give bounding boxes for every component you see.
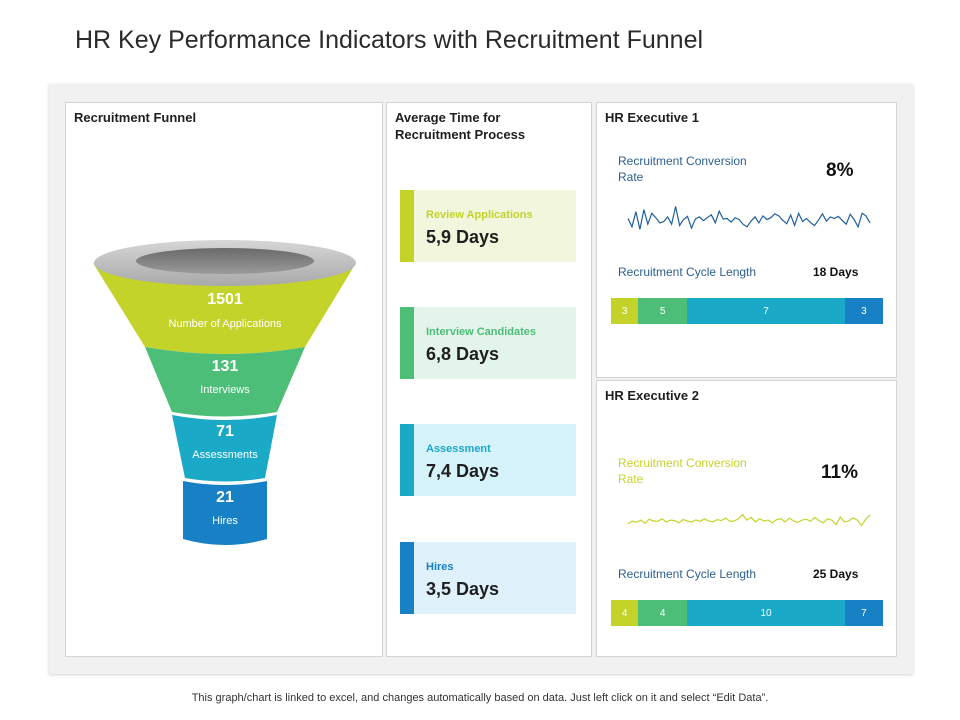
funnel-stage-4-label: Hires <box>212 515 238 527</box>
exec2-panel: HR Executive 2 Recruitment Conversion Ra… <box>596 380 897 657</box>
exec2-cycle-bar: 4 4 10 7 <box>611 600 883 626</box>
avg-time-card-review: Review Applications 5,9 Days <box>400 190 576 262</box>
funnel-stage-hires <box>183 481 267 545</box>
funnel-stage-4-text: 21 Hires <box>125 489 325 527</box>
card-value: 5,9 Days <box>426 227 500 247</box>
avg-time-title: Average Time for Recruitment Process <box>395 109 525 143</box>
funnel-stage-assessments <box>172 415 277 482</box>
card-accent-bar <box>400 424 414 496</box>
funnel-opening <box>136 248 314 274</box>
exec1-cycle-segment-1: 3 <box>611 298 639 324</box>
exec1-conversion-value: 8% <box>826 160 854 181</box>
exec1-conversion-label-line2: Rate <box>618 170 644 184</box>
footer-note: This graph/chart is linked to excel, and… <box>191 692 769 704</box>
funnel-stage-2-value: 131 <box>211 358 239 375</box>
avg-time-card-assessment: Assessment 7,4 Days <box>400 424 576 496</box>
funnel-stage-2-label: Interviews <box>200 384 250 396</box>
exec2-conversion-label-line2: Rate <box>618 472 644 486</box>
funnel-stage-1-text: 1501 Number of Applications <box>125 291 325 330</box>
card-accent-bar <box>400 542 414 614</box>
exec2-cycle-segment-1: 4 <box>611 600 639 626</box>
dashboard-board: Recruitment Funnel 1501 <box>49 84 913 674</box>
exec1-conversion-label-line1: Recruitment Conversion <box>618 154 747 168</box>
funnel-stage-4-value: 21 <box>216 489 234 506</box>
exec2-conversion-label: Recruitment Conversion Rate <box>618 455 747 487</box>
exec2-cycle-segment-2: 4 <box>638 600 688 626</box>
funnel-stage-3-text: 71 Assessments <box>125 423 325 461</box>
exec2-cycle-segment-3: 10 <box>687 600 845 626</box>
exec2-conversion-label-line1: Recruitment Conversion <box>618 456 747 470</box>
funnel-stage-applications <box>93 263 356 354</box>
card-accent-bar <box>400 307 414 379</box>
avg-time-card-hires: Hires 3,5 Days <box>400 542 576 614</box>
exec1-cycle-label: Recruitment Cycle Length <box>618 265 757 279</box>
avg-time-title-line1: Average Time for <box>395 110 501 125</box>
exec2-title: HR Executive 2 <box>605 388 699 403</box>
funnel-title: Recruitment Funnel <box>74 110 197 125</box>
avg-time-card-interview: Interview Candidates 6,8 Days <box>400 307 576 379</box>
exec2-cycle-value: 25 Days <box>813 567 859 581</box>
funnel-stage-3-label: Assessments <box>192 449 258 461</box>
exec2-conversion-series-line <box>627 513 871 527</box>
exec1-cycle-segment-2: 5 <box>638 298 688 324</box>
exec1-conversion-label: Recruitment Conversion Rate <box>618 153 747 185</box>
funnel-stage-1-label: Number of Applications <box>168 318 282 330</box>
funnel-stage-interviews <box>145 347 305 417</box>
avg-time-panel: Average Time for Recruitment Process Rev… <box>386 102 592 657</box>
card-accent-bar <box>400 190 414 262</box>
funnel-stage-1-value: 1501 <box>207 291 243 308</box>
exec2-cycle-label: Recruitment Cycle Length <box>618 567 757 581</box>
avg-time-title-line2: Recruitment Process <box>395 127 526 142</box>
card-label: Hires <box>426 561 454 573</box>
page-title: HR Key Performance Indicators with Recru… <box>75 26 704 54</box>
funnel-panel: Recruitment Funnel 1501 <box>65 102 383 657</box>
exec2-conversion-value: 11% <box>821 462 858 483</box>
funnel-stage-3-value: 71 <box>216 423 234 440</box>
card-label: Interview Candidates <box>426 326 537 338</box>
card-value: 7,4 Days <box>426 461 500 481</box>
exec1-sparkline <box>627 206 871 230</box>
exec1-cycle-value: 18 Days <box>813 265 859 279</box>
exec1-title: HR Executive 1 <box>605 110 699 125</box>
exec1-panel: HR Executive 1 Recruitment Conversion Ra… <box>596 102 897 378</box>
exec2-sparkline <box>627 513 871 527</box>
card-value: 3,5 Days <box>426 579 500 599</box>
card-label: Review Applications <box>426 209 533 221</box>
exec2-cycle-segment-4: 7 <box>844 600 883 626</box>
card-label: Assessment <box>426 443 491 455</box>
exec1-cycle-segment-3: 7 <box>687 298 845 324</box>
exec1-conversion-series-line <box>627 206 871 230</box>
funnel-stage-2-text: 131 Interviews <box>125 358 325 396</box>
exec1-cycle-segment-4: 3 <box>844 298 883 324</box>
card-value: 6,8 Days <box>426 344 500 364</box>
funnel-graphic <box>93 240 356 545</box>
